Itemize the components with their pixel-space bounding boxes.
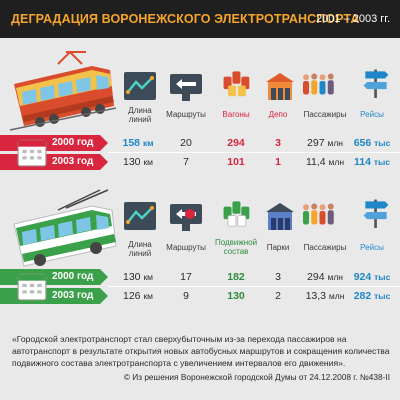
year-label: 2003 год	[52, 156, 94, 167]
trolleybus-row-2003: 2003 год 126 км 9 130 2 13,3 млн 282 тыс	[0, 288, 400, 304]
year-label: 2003 год	[52, 290, 94, 301]
label-cars: Подвижной состав	[214, 238, 258, 256]
trolley-cars-icon	[223, 201, 250, 227]
value-cars: 101	[227, 156, 245, 168]
label-depot: Парки	[266, 243, 290, 252]
tram-icon	[9, 50, 117, 131]
trolleybus-row-2000: 2000 год 130 км 17 182 3 294 млн 924 тыс	[0, 269, 400, 285]
value-trips: 114 тыс	[353, 156, 391, 168]
map-length-icon	[124, 202, 156, 230]
value-trips: 282 тыс	[353, 290, 391, 302]
route-sign-icon	[170, 74, 202, 101]
tram-cars-icon	[223, 71, 250, 97]
value-cars: 130	[227, 290, 245, 302]
value-trips: 656 тыс	[353, 137, 391, 149]
passengers-icon	[303, 203, 334, 225]
label-cars: Вагоны	[222, 110, 250, 119]
passengers-icon	[303, 73, 334, 95]
page-years: 2001 – 2003 гг.	[316, 13, 390, 25]
route-sign-icon	[170, 204, 202, 231]
page-title: ДЕГРАДАЦИЯ ВОРОНЕЖСКОГО ЭЛЕКТРОТРАНСПОРТ…	[11, 12, 360, 26]
value-passengers: 13,3 млн	[305, 290, 345, 302]
label-depot: Депо	[268, 110, 288, 119]
value-passengers: 11,4 млн	[305, 156, 345, 168]
value-depot: 3	[275, 271, 281, 283]
label-trips: Рейсы	[360, 243, 384, 252]
value-passengers: 294 млн	[307, 271, 343, 283]
row-divider	[108, 152, 400, 153]
map-length-icon	[124, 72, 156, 100]
value-depot: 1	[275, 156, 281, 168]
row-divider	[108, 286, 400, 287]
value-cars: 182	[227, 271, 245, 283]
label-length: Длина линий	[128, 240, 152, 258]
value-length: 158 км	[122, 137, 154, 149]
value-length: 130 км	[122, 156, 153, 168]
value-routes: 17	[180, 271, 192, 283]
value-routes: 7	[183, 156, 189, 168]
header-bar: ДЕГРАДАЦИЯ ВОРОНЕЖСКОГО ЭЛЕКТРОТРАНСПОРТ…	[0, 0, 400, 38]
calendar-icon	[17, 139, 47, 167]
label-trips: Рейсы	[360, 110, 384, 119]
year-label: 2000 год	[52, 137, 94, 148]
value-passengers: 297 млн	[307, 137, 343, 149]
value-routes: 20	[180, 137, 192, 149]
value-cars: 294	[227, 137, 245, 149]
value-depot: 3	[275, 137, 281, 149]
label-routes: Маршруты	[166, 110, 206, 119]
tram-row-2003: 2003 год 130 км 7 101 1 11,4 млн 114 тыс	[0, 154, 400, 170]
depot-icon	[266, 73, 294, 100]
tram-row-2000: 2000 год 158 км 20 294 3 297 млн 656 тыс	[0, 135, 400, 151]
signpost-icon	[363, 69, 389, 98]
value-length: 130 км	[122, 271, 153, 283]
value-routes: 9	[183, 290, 189, 302]
year-label: 2000 год	[52, 271, 94, 282]
value-depot: 2	[275, 290, 281, 302]
quote-text: «Городской электротранспорт стал сверхуб…	[12, 334, 390, 368]
label-length: Длина линий	[128, 106, 152, 124]
calendar-icon	[17, 273, 47, 301]
value-length: 126 км	[122, 290, 153, 302]
source-note: © Из решения Воронежской городской Думы …	[123, 372, 390, 382]
label-passengers: Пассажиры	[303, 110, 347, 119]
label-passengers: Пассажиры	[303, 243, 347, 252]
signpost-icon	[363, 199, 389, 228]
park-icon	[266, 203, 294, 230]
label-routes: Маршруты	[166, 243, 206, 252]
value-trips: 924 тыс	[353, 271, 391, 283]
trolleybus-icon	[13, 189, 117, 267]
